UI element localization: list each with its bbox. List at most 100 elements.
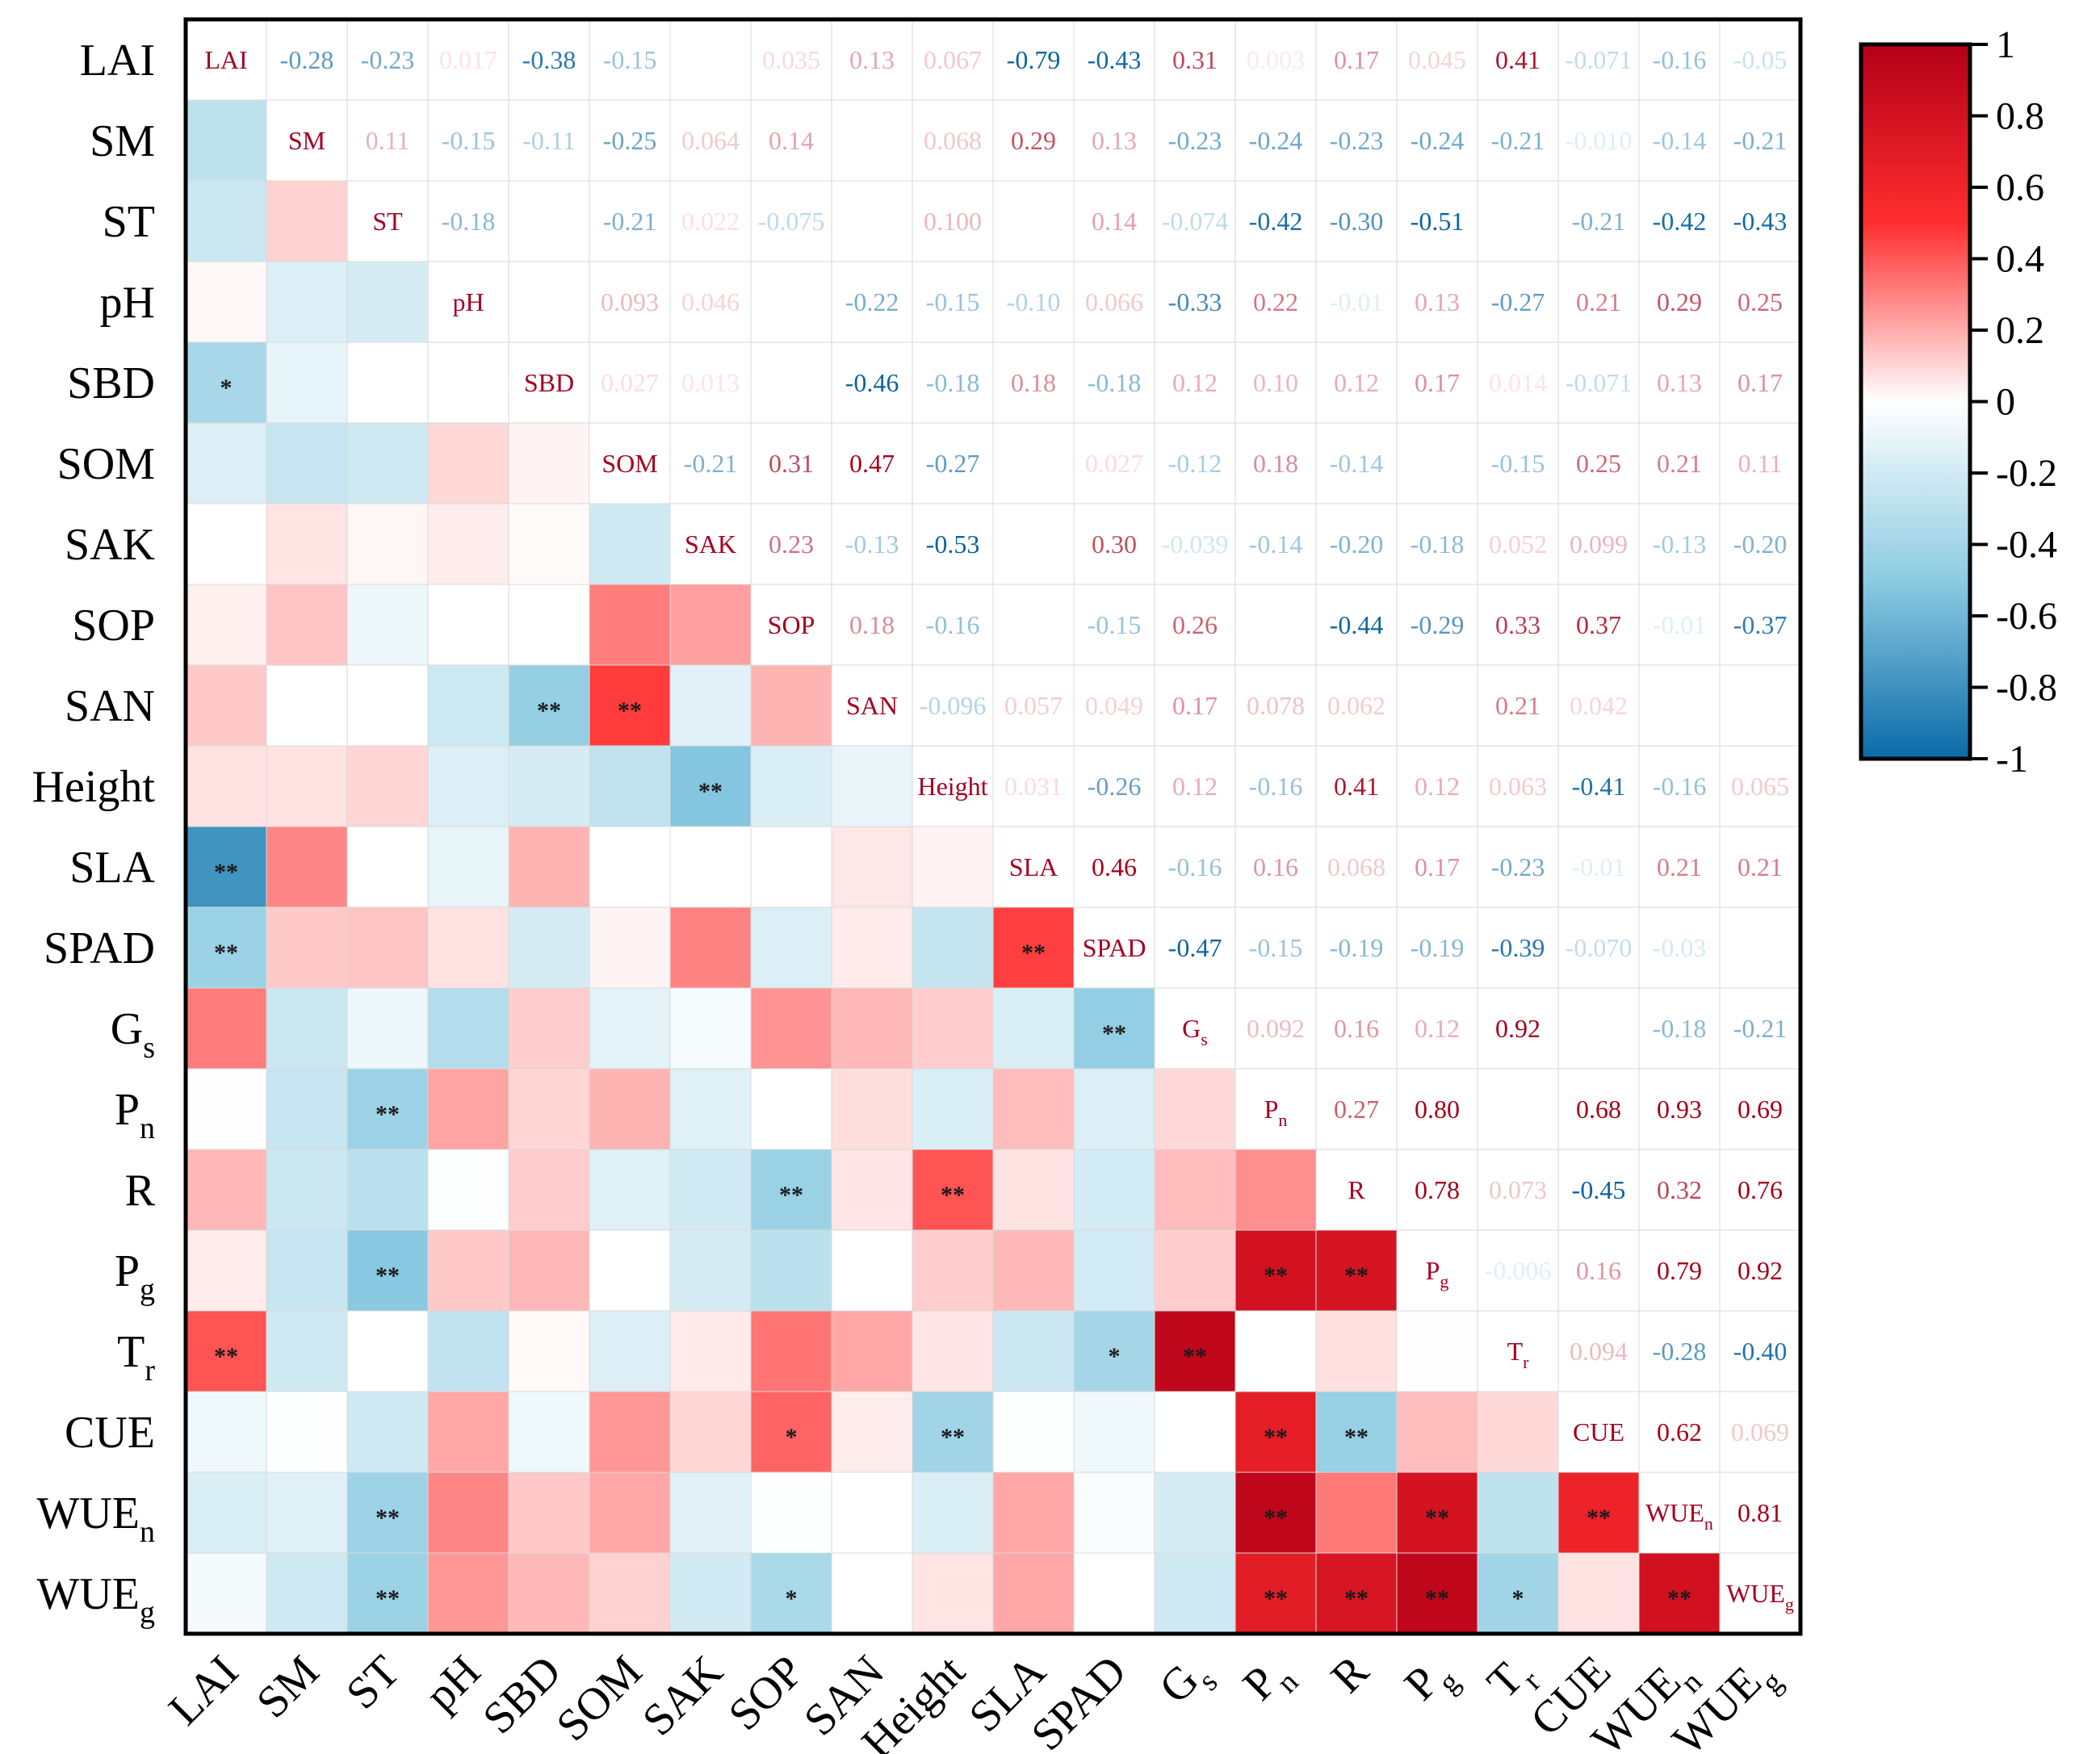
heatmap-cell — [266, 1552, 348, 1635]
correlation-value: -0.18 — [1410, 530, 1465, 559]
row-label: Pn — [115, 1085, 155, 1145]
correlation-value: 0.18 — [849, 610, 895, 639]
heatmap-cell — [1719, 664, 1801, 747]
correlation-value: -0.070 — [1566, 933, 1633, 962]
heatmap-cell — [427, 1229, 509, 1312]
row-label: Pg — [115, 1246, 155, 1307]
significance-mark: ** — [698, 778, 723, 805]
heatmap-cell — [1557, 1471, 1640, 1554]
heatmap-cell — [508, 19, 590, 101]
heatmap-cell — [1073, 1068, 1155, 1150]
significance-mark: ** — [1344, 1585, 1369, 1612]
diagonal-label: SM — [288, 126, 325, 155]
correlation-value: 0.17 — [1737, 368, 1783, 397]
heatmap-cell — [1234, 1391, 1317, 1473]
correlation-value: 0.27 — [1334, 1095, 1379, 1124]
column-label-group: SOM — [547, 1646, 652, 1751]
heatmap-cell — [589, 503, 671, 585]
heatmap-cell — [427, 19, 509, 101]
heatmap-cell — [1073, 1229, 1155, 1312]
correlation-value: 0.12 — [1172, 368, 1218, 397]
correlation-value: 0.063 — [1489, 772, 1547, 801]
heatmap-cell — [1154, 422, 1236, 504]
correlation-value: 0.068 — [924, 126, 982, 155]
heatmap-cell — [427, 1310, 509, 1392]
heatmap-cell — [346, 1068, 429, 1150]
heatmap-cell — [992, 19, 1075, 101]
correlation-value: -0.21 — [603, 207, 657, 236]
significance-mark: ** — [1587, 1505, 1611, 1531]
heatmap-cell — [669, 987, 752, 1070]
correlation-value: 0.92 — [1495, 1014, 1540, 1043]
correlation-value: -0.11 — [522, 126, 575, 155]
correlation-value: -0.45 — [1572, 1175, 1626, 1204]
heatmap-cell — [589, 987, 671, 1070]
heatmap-cell — [1234, 664, 1317, 747]
row-label: SPAD — [44, 923, 155, 973]
heatmap-cell — [750, 1471, 832, 1554]
heatmap-cell — [992, 1471, 1075, 1554]
heatmap-cell — [912, 1068, 994, 1150]
heatmap-cell — [1396, 1391, 1478, 1473]
heatmap-cell — [266, 906, 348, 989]
heatmap-cell — [427, 826, 509, 908]
heatmap-cell — [750, 503, 832, 585]
correlation-value: -0.18 — [1653, 1014, 1707, 1043]
heatmap-cell — [750, 261, 832, 343]
heatmap-cell — [185, 1068, 267, 1150]
heatmap-cell — [1719, 261, 1801, 343]
correlation-value: -0.29 — [1410, 610, 1465, 639]
correlation-value: 0.25 — [1737, 287, 1783, 316]
heatmap-cell — [669, 584, 752, 666]
heatmap-cell — [185, 1552, 267, 1635]
heatmap-cell — [1073, 1149, 1155, 1231]
heatmap-cell — [1234, 1310, 1317, 1392]
correlation-value: 0.078 — [1247, 691, 1305, 720]
correlation-value: -0.13 — [845, 530, 899, 559]
correlation-value: 0.014 — [1489, 368, 1547, 397]
correlation-value: 0.30 — [1092, 530, 1137, 559]
heatmap-grid: -0.28 -0.23 0.017 -0.38 -0.15 0.035 0.13 0.067-… — [183, 17, 1803, 1636]
row-label: SAN — [65, 681, 155, 731]
heatmap-cell — [1234, 1471, 1317, 1554]
heatmap-cell — [750, 987, 832, 1070]
heatmap-cell — [589, 261, 671, 343]
correlation-value: -0.15 — [926, 287, 980, 316]
correlation-value: -0.24 — [1410, 126, 1465, 155]
heatmap-cell — [669, 1391, 752, 1473]
heatmap-cell — [1719, 584, 1801, 666]
diagonal-label: Gs — [1182, 1014, 1208, 1049]
correlation-value: -0.41 — [1572, 772, 1626, 801]
heatmap-cell — [1638, 422, 1721, 504]
heatmap-cell — [831, 1149, 913, 1231]
heatmap-cell — [1073, 1471, 1155, 1554]
significance-mark: ** — [1183, 1343, 1207, 1370]
heatmap-cell — [266, 1149, 348, 1231]
heatmap-cell — [831, 1068, 913, 1150]
correlation-value: 0.41 — [1334, 772, 1379, 801]
heatmap-cell — [427, 1149, 509, 1231]
heatmap-cell — [992, 1068, 1075, 1150]
correlation-value: -0.01 — [1330, 287, 1384, 316]
diagonal-label: WUEg — [1726, 1579, 1794, 1614]
diagonal-label: pH — [452, 287, 484, 316]
heatmap-cell — [750, 422, 832, 504]
heatmap-cell — [1154, 906, 1236, 989]
heatmap-cell — [1719, 180, 1801, 262]
diagonal-label: Pn — [1264, 1095, 1288, 1130]
correlation-value: -0.22 — [845, 287, 899, 316]
heatmap-cell — [427, 987, 509, 1070]
heatmap-cell — [1477, 1149, 1559, 1231]
heatmap-cell — [1073, 503, 1155, 585]
heatmap-cell — [266, 341, 348, 424]
correlation-value: -0.15 — [1249, 933, 1303, 962]
significance-mark: ** — [1264, 1424, 1288, 1451]
column-label-group: SBD — [473, 1646, 571, 1744]
row-label: Gs — [111, 1004, 155, 1065]
correlation-value: 0.094 — [1570, 1337, 1628, 1366]
heatmap-cell — [1477, 422, 1559, 504]
heatmap-cell — [1315, 422, 1398, 504]
correlation-value: -0.14 — [1249, 530, 1303, 559]
correlation-value: 0.79 — [1657, 1256, 1702, 1285]
